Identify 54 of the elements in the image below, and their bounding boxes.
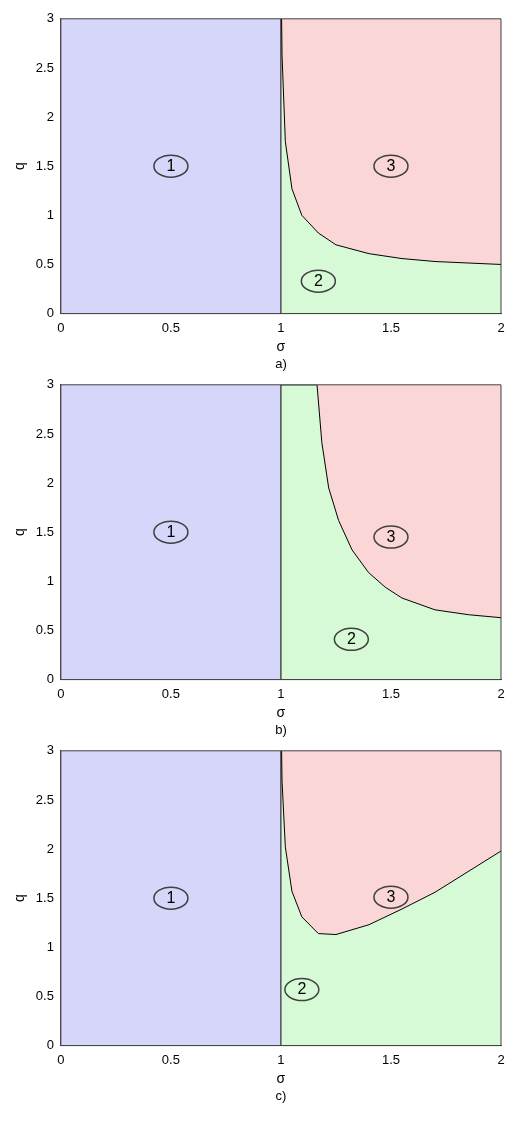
y-tick-label: 2.5 bbox=[35, 59, 54, 75]
text: c) bbox=[275, 1087, 287, 1103]
y-tick-label: 1 bbox=[46, 206, 54, 222]
x-tick-label: 2 bbox=[497, 1051, 505, 1067]
x-tick-label: 2 bbox=[497, 685, 505, 701]
annotation: 1 bbox=[166, 156, 176, 174]
x-axis-title: σ bbox=[276, 704, 286, 721]
y-tick-label: 2.5 bbox=[35, 425, 54, 441]
y-tick-label: 3 bbox=[46, 376, 54, 392]
y-axis-title: q bbox=[11, 162, 28, 171]
y-tick-label: 0.5 bbox=[35, 988, 54, 1004]
y-tick-label: 1.5 bbox=[35, 157, 54, 173]
x-tick-label: 0.5 bbox=[161, 319, 180, 335]
x-tick-label: 1 bbox=[277, 1051, 285, 1067]
y-tick-label: 0 bbox=[46, 671, 54, 687]
x-tick-label: 2 bbox=[497, 319, 505, 335]
y-tick-label: 2 bbox=[46, 840, 54, 856]
y-tick-label: 2.5 bbox=[35, 791, 54, 807]
y-axis-title: q bbox=[11, 528, 28, 537]
y-tick-label: 1 bbox=[46, 572, 54, 588]
y-tick-label: 0 bbox=[46, 1037, 54, 1053]
y-tick-label: 1.5 bbox=[35, 523, 54, 539]
text: b) bbox=[275, 721, 287, 737]
annotation: 3 bbox=[386, 887, 396, 905]
text: a) bbox=[275, 355, 287, 371]
annotation: 1 bbox=[166, 522, 176, 540]
y-tick-label: 0 bbox=[46, 305, 54, 321]
x-tick-label: 0 bbox=[57, 1051, 65, 1067]
y-tick-label: 0.5 bbox=[35, 256, 54, 272]
x-axis-title: σ bbox=[276, 1070, 286, 1087]
annotation: 2 bbox=[297, 979, 307, 997]
x-tick-label: 0.5 bbox=[161, 1051, 180, 1067]
annotation: 1 bbox=[166, 888, 176, 906]
annotation: 2 bbox=[346, 629, 356, 647]
y-tick-label: 1.5 bbox=[35, 889, 54, 905]
y-axis-title: q bbox=[11, 894, 28, 903]
y-tick-label: 3 bbox=[46, 10, 54, 26]
annotation: 2 bbox=[313, 271, 323, 289]
annotation: 3 bbox=[386, 156, 396, 174]
annotation: 3 bbox=[386, 527, 396, 545]
x-axis-title: σ bbox=[276, 338, 286, 355]
x-tick-label: 1.5 bbox=[381, 1051, 401, 1067]
y-tick-label: 3 bbox=[46, 742, 54, 758]
x-tick-label: 1.5 bbox=[381, 685, 401, 701]
x-tick-label: 0 bbox=[57, 685, 65, 701]
x-tick-label: 0.5 bbox=[161, 685, 180, 701]
x-tick-label: 0 bbox=[57, 319, 65, 335]
y-tick-label: 2 bbox=[46, 474, 54, 490]
x-tick-label: 1 bbox=[277, 685, 285, 701]
y-tick-label: 2 bbox=[46, 108, 54, 124]
x-tick-label: 1.5 bbox=[381, 319, 401, 335]
x-tick-label: 1 bbox=[277, 319, 285, 335]
y-tick-label: 0.5 bbox=[35, 622, 54, 638]
y-tick-label: 1 bbox=[46, 938, 54, 954]
